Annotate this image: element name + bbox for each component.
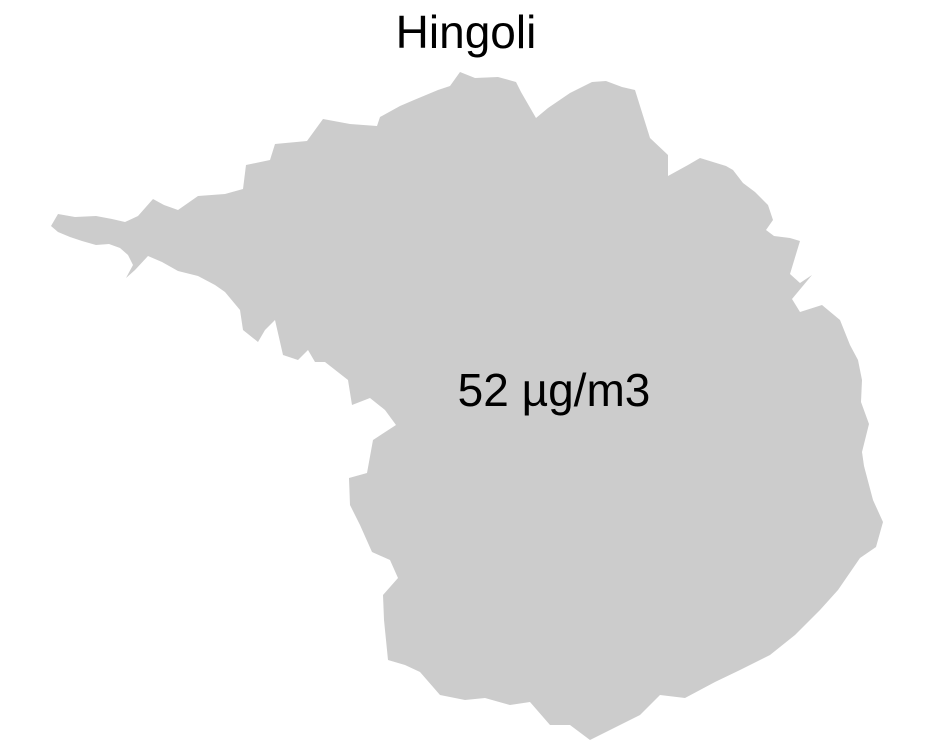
hingoli-district-shape [51,72,883,740]
map-title: Hingoli [395,6,537,58]
pollution-value-label: 52 µg/m3 [457,364,651,416]
